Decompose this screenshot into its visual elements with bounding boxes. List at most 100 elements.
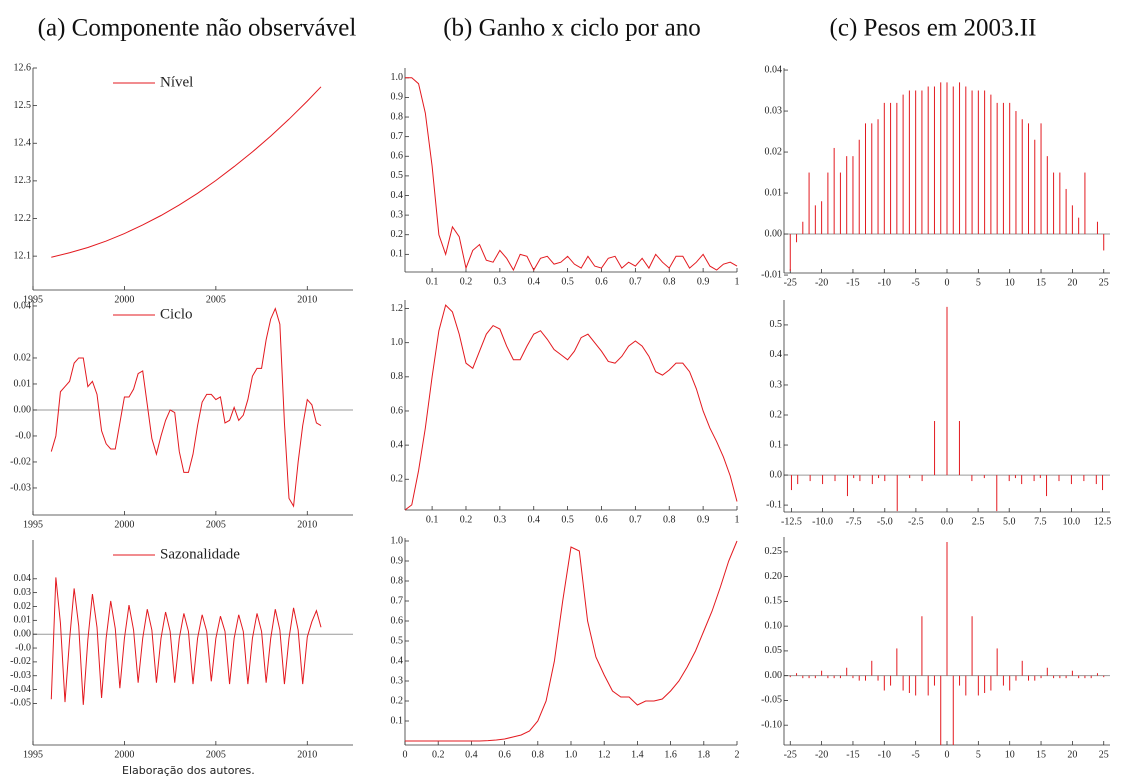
x-tick-label: 0.7 <box>629 514 642 525</box>
y-tick-label: -0.0 <box>15 430 31 441</box>
x-tick-label: 0.8 <box>532 749 545 760</box>
x-tick-label: 2005 <box>206 519 226 530</box>
x-tick-label: 0.9 <box>697 276 710 287</box>
y-tick-label: 0.4 <box>391 190 404 201</box>
x-tick-label: 0 <box>403 749 408 760</box>
x-tick-label: 1.4 <box>631 749 644 760</box>
x-tick-label: -10 <box>878 277 891 288</box>
x-tick-label: 20 <box>1067 277 1077 288</box>
y-tick-label: 1.2 <box>391 303 404 314</box>
y-tick-label: 0.1 <box>770 439 783 450</box>
x-tick-label: 2000 <box>114 749 134 760</box>
x-tick-label: 0.1 <box>426 514 439 525</box>
x-tick-label: 0.6 <box>595 276 608 287</box>
x-tick-label: -25 <box>784 277 797 288</box>
x-tick-label: 0.6 <box>498 749 511 760</box>
y-tick-label: 0.0 <box>770 469 783 480</box>
y-tick-label: 0.2 <box>391 695 404 706</box>
y-tick-label: 0.00 <box>765 670 783 681</box>
x-tick-label: 10.0 <box>1063 516 1081 527</box>
y-tick-label: 0.4 <box>770 349 783 360</box>
y-tick-label: 0.7 <box>391 131 404 142</box>
x-tick-label: 1995 <box>23 294 43 305</box>
y-tick-label: 0.03 <box>765 105 783 116</box>
x-tick-label: 5 <box>976 277 981 288</box>
y-tick-label: -0.05 <box>761 695 782 706</box>
y-tick-label: 0.05 <box>765 645 783 656</box>
y-tick-label: 0.3 <box>770 379 783 390</box>
x-tick-label: 1995 <box>23 749 43 760</box>
x-tick-label: -7.5 <box>846 516 862 527</box>
x-tick-label: 25 <box>1099 277 1109 288</box>
y-tick-label: 0.01 <box>14 615 32 626</box>
y-tick-label: 0.02 <box>14 601 32 612</box>
x-tick-label: 2.5 <box>972 516 985 527</box>
x-tick-label: -10.0 <box>812 516 833 527</box>
data-line <box>405 77 738 272</box>
y-tick-label: 0.7 <box>391 595 404 606</box>
y-tick-label: 0.00 <box>14 404 32 415</box>
y-tick-label: 0.6 <box>391 615 404 626</box>
x-tick-label: -5 <box>911 749 919 760</box>
y-tick-label: 0.04 <box>14 573 32 584</box>
y-tick-label: 0.10 <box>765 620 783 631</box>
x-tick-label: 2 <box>735 749 740 760</box>
y-tick-label: 12.5 <box>14 100 32 111</box>
y-tick-label: 0.02 <box>14 352 32 363</box>
y-tick-label: 0.4 <box>391 439 404 450</box>
x-tick-label: 25 <box>1099 749 1109 760</box>
x-tick-label: 0.4 <box>465 749 478 760</box>
x-tick-label: 1.6 <box>664 749 677 760</box>
x-tick-label: 5 <box>976 749 981 760</box>
y-tick-label: 0.9 <box>391 555 404 566</box>
x-tick-label: 1995 <box>23 519 43 530</box>
y-tick-label: 0.1 <box>391 715 404 726</box>
x-tick-label: -20 <box>815 277 828 288</box>
y-tick-label: 0.5 <box>391 635 404 646</box>
y-tick-label: 0.9 <box>391 92 404 103</box>
x-tick-label: 0.4 <box>527 514 540 525</box>
x-tick-label: 15 <box>1036 749 1046 760</box>
y-tick-label: 0.6 <box>391 151 404 162</box>
x-tick-label: 1.8 <box>698 749 711 760</box>
x-tick-label: -20 <box>815 749 828 760</box>
x-tick-label: -10 <box>878 749 891 760</box>
y-tick-label: 0.8 <box>391 111 404 122</box>
data-line <box>50 577 322 705</box>
y-tick-label: 0.5 <box>391 170 404 181</box>
x-tick-label: 10 <box>1005 749 1015 760</box>
column-title: (c) Pesos em 2003.II <box>830 15 1037 42</box>
y-tick-label: 0.20 <box>765 571 783 582</box>
x-tick-label: 0.9 <box>697 514 710 525</box>
y-tick-label: 0.15 <box>765 596 783 607</box>
x-tick-label: 0.5 <box>561 276 574 287</box>
x-tick-label: -12.5 <box>781 516 802 527</box>
y-tick-label: -0.02 <box>10 656 31 667</box>
y-tick-label: 0.1 <box>391 249 404 260</box>
x-tick-label: 0 <box>945 277 950 288</box>
y-tick-label: 0.03 <box>14 587 32 598</box>
x-tick-label: 2000 <box>114 519 134 530</box>
x-tick-label: 7.5 <box>1034 516 1047 527</box>
y-tick-label: -0.04 <box>10 684 31 695</box>
x-tick-label: 0.7 <box>629 276 642 287</box>
y-tick-label: 0.2 <box>391 474 404 485</box>
x-tick-label: 0.8 <box>663 514 676 525</box>
y-tick-label: 12.6 <box>14 62 32 73</box>
y-tick-label: -0.10 <box>761 719 782 730</box>
x-tick-label: 0.3 <box>494 514 507 525</box>
x-tick-label: 0.5 <box>561 514 574 525</box>
x-tick-label: -25 <box>784 749 797 760</box>
x-tick-label: 1 <box>735 276 740 287</box>
y-tick-label: 0.5 <box>770 319 783 330</box>
x-tick-label: 2005 <box>206 749 226 760</box>
legend-label: Nível <box>160 74 193 90</box>
y-tick-label: -0.03 <box>10 670 31 681</box>
y-tick-label: 12.3 <box>14 175 32 186</box>
x-tick-label: -5 <box>911 277 919 288</box>
y-tick-label: 0.3 <box>391 675 404 686</box>
x-tick-label: 0.3 <box>494 276 507 287</box>
y-tick-label: 0.00 <box>765 228 783 239</box>
y-tick-label: 0.02 <box>765 146 783 157</box>
